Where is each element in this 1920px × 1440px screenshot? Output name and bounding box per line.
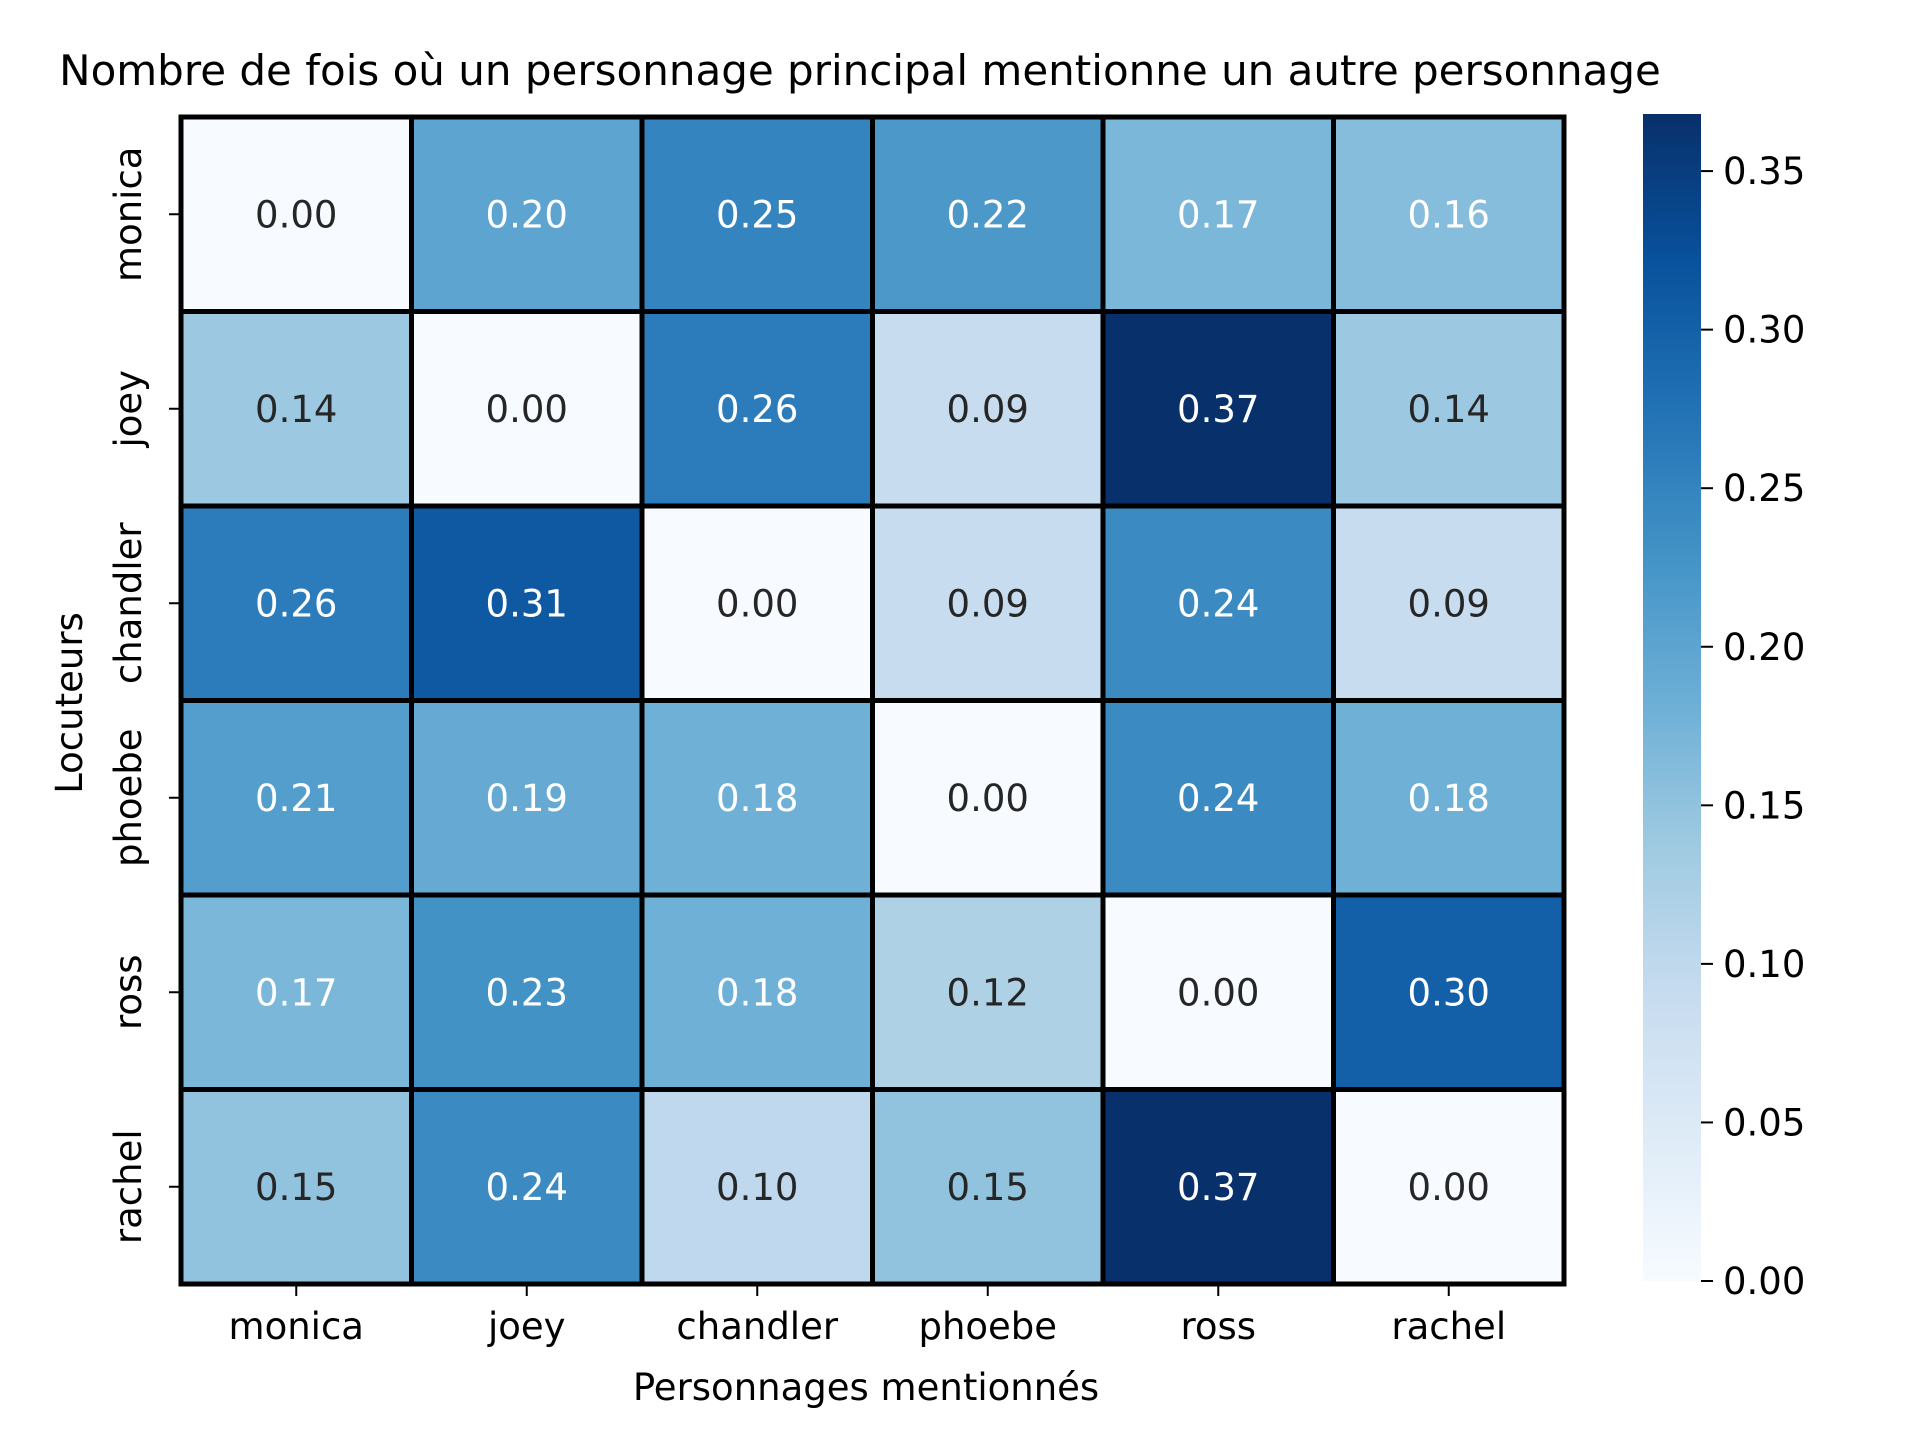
heatmap-cell <box>1100 698 1336 898</box>
cell-value-label: 0.18 <box>716 971 798 1014</box>
heatmap-cell <box>409 503 645 703</box>
cell-value-label: 0.00 <box>716 582 798 625</box>
y-tick-label: monica <box>107 147 150 282</box>
cell-value-label: 0.12 <box>947 971 1029 1014</box>
colorbar-tick-label: 0.20 <box>1723 626 1805 669</box>
colorbar-tick-label: 0.30 <box>1723 309 1805 352</box>
cell-value-label: 0.00 <box>1408 1166 1490 1209</box>
cell-value-label: 0.37 <box>1177 388 1259 431</box>
cell-value-label: 0.18 <box>716 777 798 820</box>
colorbar-tick-label: 0.10 <box>1723 943 1805 986</box>
colorbar-tick-label: 0.05 <box>1723 1101 1805 1144</box>
heatmap-cell <box>409 309 645 509</box>
cell-value-label: 0.26 <box>255 582 337 625</box>
heatmap-cell <box>1100 503 1336 703</box>
cell-value-label: 0.00 <box>255 193 337 236</box>
heatmap-cell <box>870 309 1106 509</box>
heatmap-cell <box>1331 114 1567 314</box>
y-tick-label: ross <box>107 954 150 1030</box>
cell-value-label: 0.14 <box>255 388 337 431</box>
cell-value-label: 0.15 <box>947 1166 1029 1209</box>
heatmap-cell <box>870 698 1106 898</box>
cell-value-label: 0.15 <box>255 1166 337 1209</box>
cell-value-label: 0.31 <box>486 582 568 625</box>
cell-value-label: 0.17 <box>255 971 337 1014</box>
y-tick-label: phoebe <box>107 728 150 867</box>
cell-value-label: 0.19 <box>486 777 568 820</box>
colorbar-tick-label: 0.15 <box>1723 784 1805 827</box>
cell-value-label: 0.26 <box>716 388 798 431</box>
heatmap-cell <box>870 892 1106 1092</box>
plot-frame <box>179 115 1566 1286</box>
x-tick-label: rachel <box>1391 1305 1506 1348</box>
cell-value-label: 0.18 <box>1408 777 1490 820</box>
x-tick-label: joey <box>487 1305 566 1348</box>
cell-value-label: 0.22 <box>947 193 1029 236</box>
x-axis: monica joey chandler phoebe ross rachel <box>229 1284 1506 1348</box>
cell-value-label: 0.37 <box>1177 1166 1259 1209</box>
cell-value-label: 0.24 <box>1177 777 1259 820</box>
cell-value-label: 0.17 <box>1177 193 1259 236</box>
cell-value-label: 0.20 <box>486 193 568 236</box>
cell-value-label: 0.16 <box>1408 193 1490 236</box>
x-tick-label: ross <box>1180 1305 1256 1348</box>
heatmap-cells: 0.00 0.20 0.25 0.22 0.17 0.16 0.14 0.00 0.26 0.09… <box>178 114 1567 1287</box>
heatmap-cell <box>1331 1087 1567 1287</box>
x-tick-label: chandler <box>676 1305 838 1348</box>
cell-value-label: 0.24 <box>1177 582 1259 625</box>
colorbar-tick-label: 0.25 <box>1723 467 1805 510</box>
x-tick-label: monica <box>229 1305 364 1348</box>
y-tick-label: rachel <box>107 1129 150 1244</box>
y-axis-label: Locuteurs <box>48 612 91 794</box>
colorbar-tick-label: 0.35 <box>1723 150 1805 193</box>
cell-value-label: 0.00 <box>486 388 568 431</box>
heatmap-cell <box>178 1087 414 1287</box>
heatmap-cell <box>870 503 1106 703</box>
colorbar-axis: 0.00 0.05 0.10 0.15 0.20 0.25 0.30 0.35 <box>1701 150 1805 1303</box>
y-axis: monica joey chandler phoebe ross rachel <box>107 147 181 1244</box>
cell-value-label: 0.09 <box>947 582 1029 625</box>
cell-value-label: 0.00 <box>947 777 1029 820</box>
x-axis-label: Personnages mentionnés <box>633 1366 1099 1409</box>
heatmap-cell <box>1331 309 1567 509</box>
cell-value-label: 0.30 <box>1408 971 1490 1014</box>
cell-value-label: 0.14 <box>1408 388 1490 431</box>
chart-title: Nombre de fois où un personnage principa… <box>59 46 1661 95</box>
heatmap-cell <box>178 698 414 898</box>
cell-value-label: 0.09 <box>1408 582 1490 625</box>
cell-value-label: 0.21 <box>255 777 337 820</box>
colorbar-tick-label: 0.00 <box>1723 1260 1805 1303</box>
cell-value-label: 0.24 <box>486 1166 568 1209</box>
heatmap-cell <box>1331 503 1567 703</box>
heatmap-cell <box>1100 892 1336 1092</box>
colorbar <box>1643 114 1701 1281</box>
cell-value-label: 0.00 <box>1177 971 1259 1014</box>
x-tick-label: phoebe <box>918 1305 1057 1348</box>
heatmap-cell <box>639 698 875 898</box>
heatmap-cell <box>409 114 645 314</box>
y-tick-label: joey <box>107 370 150 449</box>
cell-value-label: 0.25 <box>716 193 798 236</box>
y-tick-label: chandler <box>107 522 150 684</box>
heatmap-cell <box>409 698 645 898</box>
cell-value-label: 0.10 <box>716 1166 798 1209</box>
cell-value-label: 0.23 <box>486 971 568 1014</box>
cell-value-label: 0.09 <box>947 388 1029 431</box>
heatmap-cell <box>639 892 875 1092</box>
